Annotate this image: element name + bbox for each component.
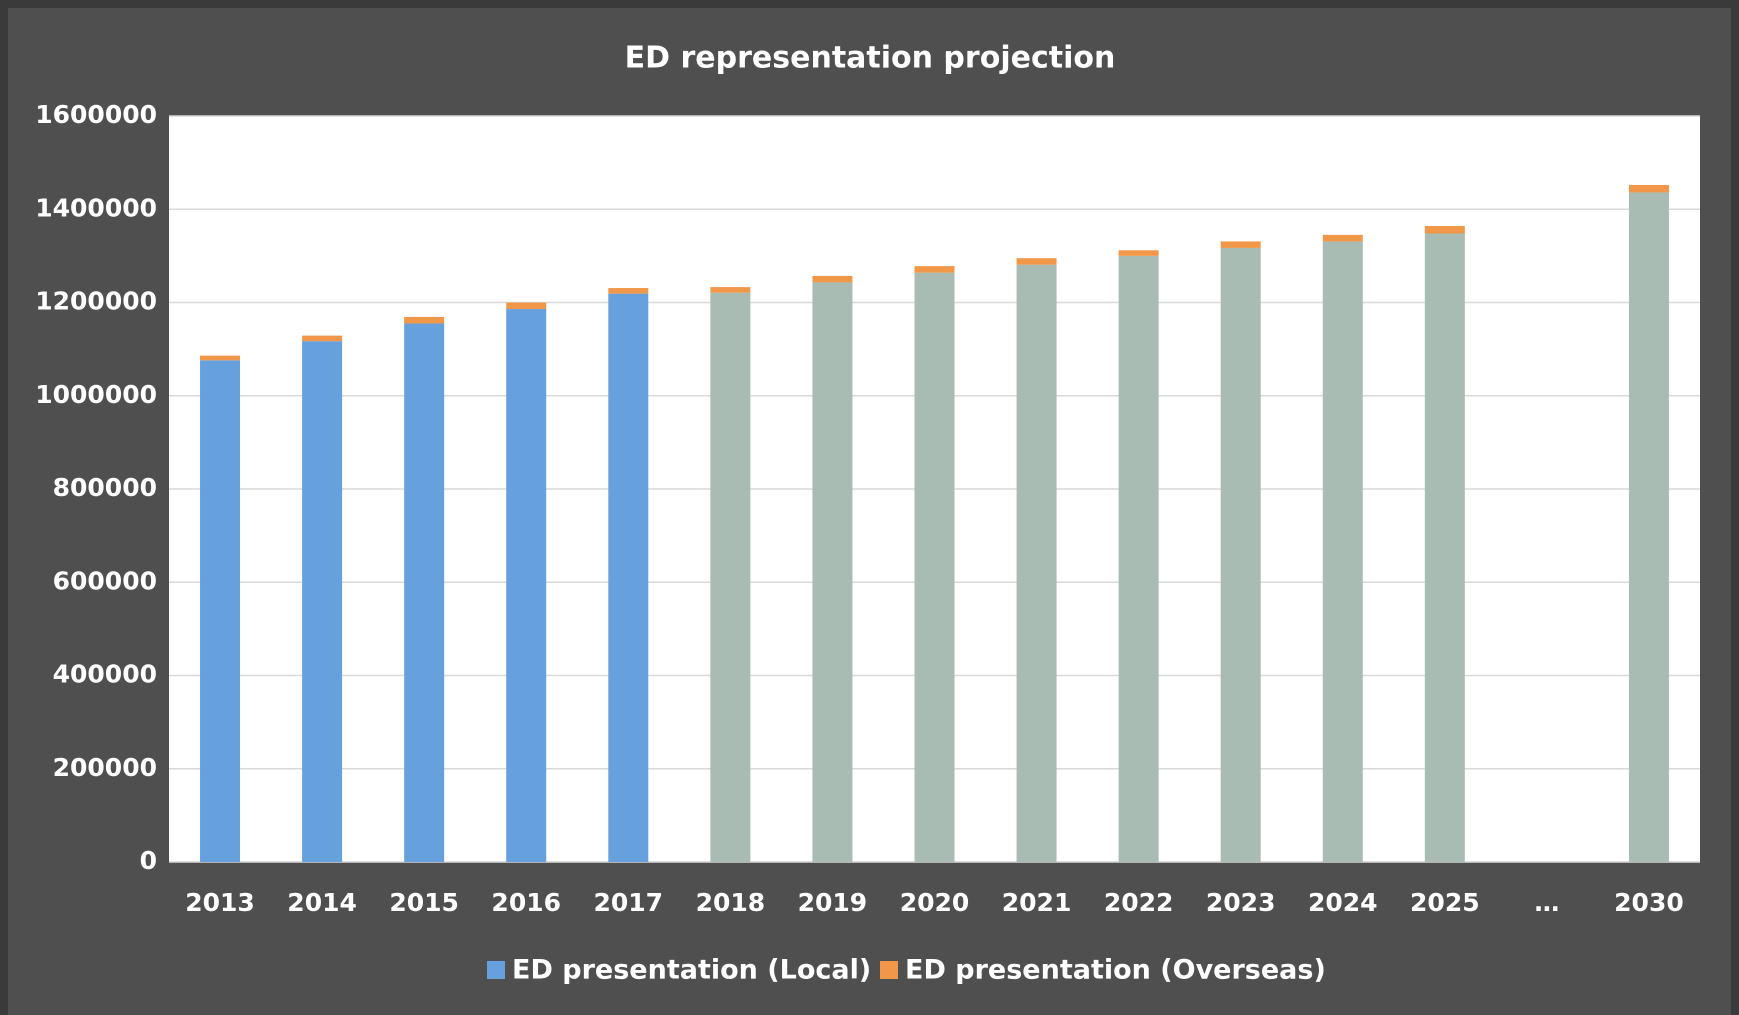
- bar-segment: [1118, 250, 1159, 256]
- bar-segment: [506, 302, 547, 310]
- x-tick-label: 2025: [1410, 888, 1480, 917]
- y-tick-label: 0: [140, 846, 157, 875]
- x-tick-label: 2018: [696, 888, 766, 917]
- y-tick-label: 800000: [53, 473, 157, 502]
- bar-segment: [608, 288, 649, 294]
- bar-segment: [302, 335, 343, 342]
- bar-segment: [1322, 241, 1363, 862]
- bar-segment: [1016, 258, 1057, 265]
- bar-segment: [1322, 234, 1363, 242]
- legend-label: ED presentation (Local): [512, 955, 871, 986]
- bar-segment: [200, 355, 241, 361]
- legend-label: ED presentation (Overseas): [905, 955, 1326, 986]
- y-tick-label: 1400000: [35, 193, 157, 222]
- bar-segment: [1628, 185, 1669, 193]
- bar-segment: [812, 282, 853, 862]
- bar-segment: [302, 341, 343, 863]
- bar-segment: [1016, 264, 1057, 862]
- bar-segment: [506, 309, 547, 863]
- bar-segment: [404, 316, 445, 324]
- bar-segment: [914, 272, 955, 862]
- y-tick-label: 1600000: [35, 100, 157, 129]
- bar-segment: [1220, 247, 1261, 863]
- bar-segment: [1628, 192, 1669, 863]
- bar-segment: [608, 293, 649, 862]
- bar-segment: [710, 287, 751, 293]
- x-tick-label: 2013: [185, 888, 255, 917]
- x-tick-label: 2024: [1308, 888, 1378, 917]
- legend-swatch: [880, 961, 898, 979]
- bar-segment: [404, 323, 445, 862]
- bar-segment: [1118, 255, 1159, 862]
- x-tick-label: 2021: [1002, 888, 1072, 917]
- bar-segment: [1424, 226, 1465, 234]
- bar-segment: [1220, 241, 1261, 248]
- x-tick-label: …: [1534, 888, 1559, 917]
- x-tick-label: 2014: [287, 888, 357, 917]
- x-tick-label: 2020: [900, 888, 970, 917]
- bar-segment: [914, 266, 955, 273]
- x-tick-label: 2019: [798, 888, 868, 917]
- y-tick-label: 1000000: [35, 380, 157, 409]
- x-tick-label: 2015: [389, 888, 459, 917]
- bar-segment: [1424, 233, 1465, 862]
- bar-segment: [710, 292, 751, 862]
- y-tick-label: 400000: [53, 660, 157, 689]
- x-tick-label: 2016: [491, 888, 561, 917]
- legend-swatch: [487, 961, 505, 979]
- x-tick-label: 2030: [1614, 888, 1684, 917]
- y-tick-label: 1200000: [35, 287, 157, 316]
- x-tick-label: 2023: [1206, 888, 1276, 917]
- x-tick-label: 2022: [1104, 888, 1174, 917]
- y-tick-label: 600000: [53, 566, 157, 595]
- bar-segment: [200, 360, 241, 862]
- y-tick-label: 200000: [53, 753, 157, 782]
- chart-title: ED representation projection: [625, 41, 1116, 76]
- x-tick-label: 2017: [594, 888, 664, 917]
- bar-segment: [812, 275, 853, 283]
